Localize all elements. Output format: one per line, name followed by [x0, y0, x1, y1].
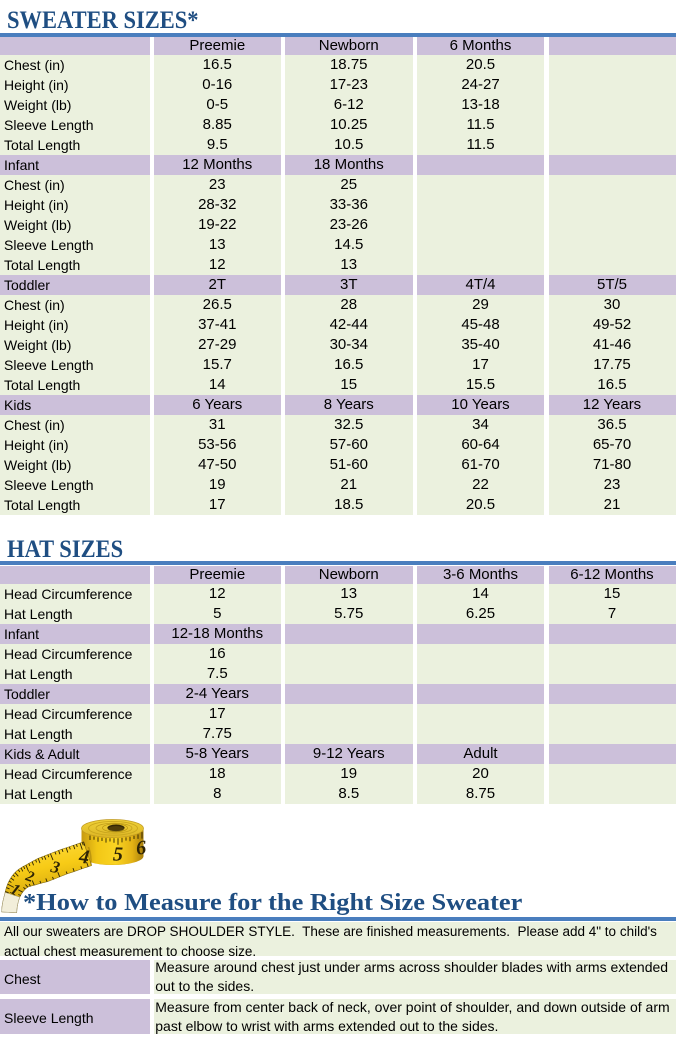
svg-text:4: 4 — [77, 846, 91, 869]
svg-text:5: 5 — [113, 843, 124, 865]
svg-text:6: 6 — [135, 837, 147, 860]
